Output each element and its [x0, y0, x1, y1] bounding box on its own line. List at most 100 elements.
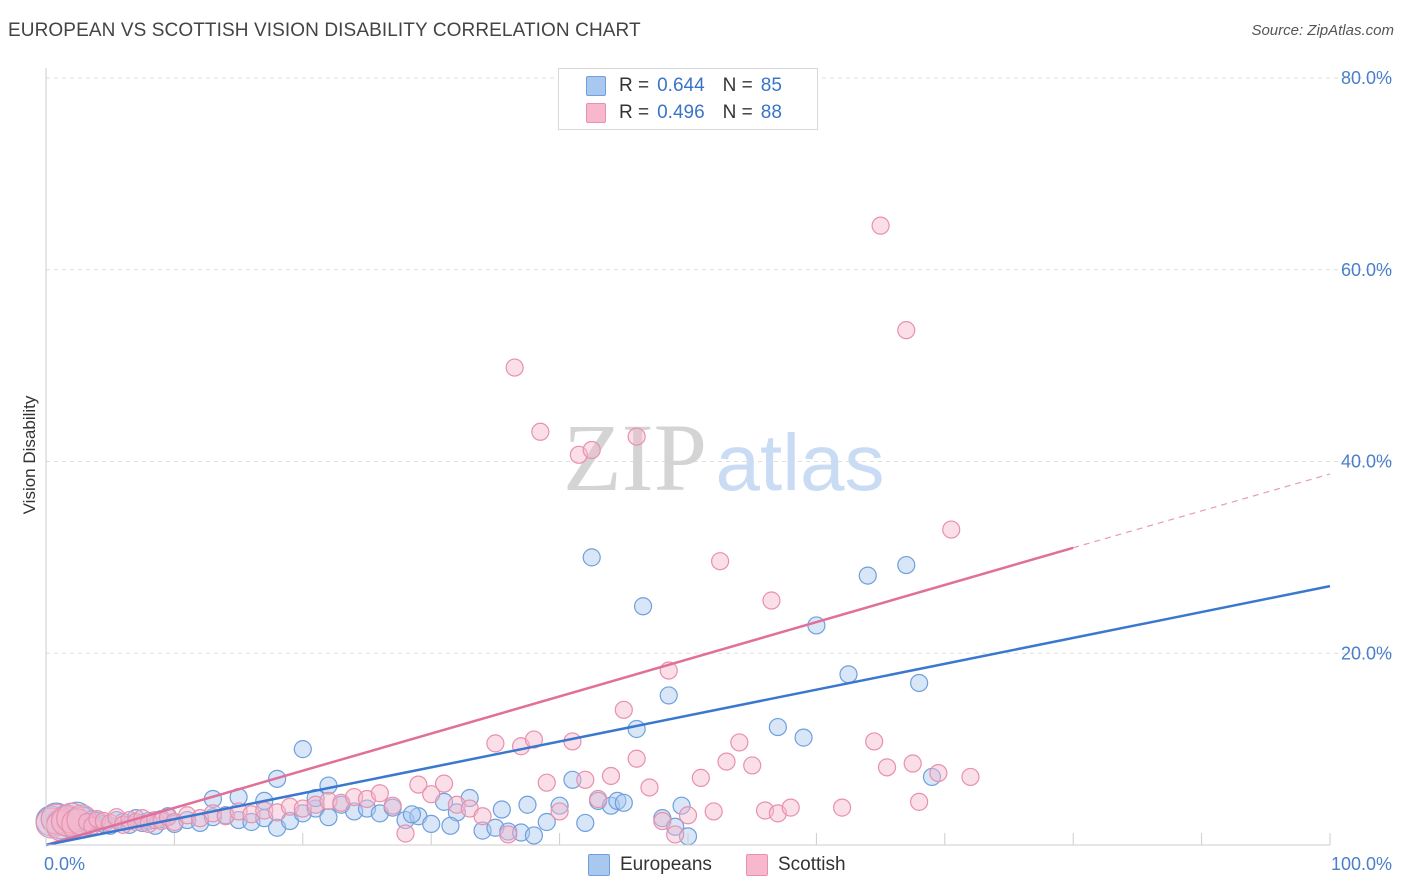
europeans-point [319, 808, 338, 827]
scottish-point [396, 824, 415, 843]
scottish-point [627, 749, 646, 768]
scottish-point [550, 802, 569, 821]
x-tick-label: 100.0% [1331, 854, 1392, 874]
scottish-point [524, 730, 544, 749]
bottom-legend-swatch-scottish [746, 854, 768, 876]
scottish-point [743, 756, 762, 775]
legend-r-value: 0.644 [657, 75, 705, 96]
legend-swatch-scottish [586, 103, 606, 123]
legend-row-scottish: R = 0.496 N = 88 [586, 100, 782, 126]
bottom-legend-label-scottish: Scottish [778, 854, 846, 875]
scottish-point [563, 732, 582, 751]
europeans-point [537, 812, 556, 832]
bottom-legend-swatch-europeans [588, 854, 610, 876]
scottish-point [499, 825, 518, 844]
bottom-legend-label-europeans: Europeans [620, 854, 712, 875]
scottish-point [717, 752, 736, 771]
source-label: Source: ZipAtlas.com [1251, 22, 1394, 39]
europeans-point [839, 665, 858, 684]
legend-n-value: 85 [760, 75, 782, 96]
scottish-point [383, 796, 402, 815]
series-europeans [35, 548, 942, 846]
scottish-point [576, 770, 595, 789]
scottish-point [422, 785, 441, 804]
scottish-point [589, 789, 608, 809]
scottish-point [710, 552, 730, 571]
scottish-point [653, 811, 672, 831]
scottish-point [409, 775, 428, 794]
scottish-point [505, 358, 524, 377]
watermark: ZIP atlas [563, 404, 884, 511]
scottish-point [678, 806, 698, 825]
y-tick-label: 60.0% [1341, 260, 1392, 280]
europeans-point [768, 717, 787, 737]
europeans-point [897, 555, 916, 575]
europeans-point [422, 814, 441, 834]
scottish-point [601, 766, 621, 786]
scottish-point [781, 798, 800, 817]
europeans-point [319, 776, 338, 795]
scottish-point [877, 758, 897, 777]
legend-swatch-europeans [586, 76, 606, 96]
scottish-point [865, 732, 884, 751]
scottish-trend-extension [1073, 473, 1331, 549]
legend-r-label: R = [619, 75, 650, 96]
scottish-point [473, 807, 492, 826]
legend-r-value: 0.496 [657, 102, 705, 123]
scottish-point [486, 734, 505, 753]
scottish-point [640, 778, 659, 797]
europeans-point [633, 597, 653, 616]
y-tick-label: 40.0% [1341, 452, 1392, 472]
watermark-atlas: atlas [716, 418, 885, 507]
axes: 20.0% 40.0% 60.0% 80.0% 0.0% 100.0% [44, 68, 1392, 874]
scottish-point [691, 768, 710, 787]
scottish-point [627, 427, 646, 446]
europeans-point [524, 826, 544, 845]
scottish-point [910, 792, 929, 811]
scottish-point [666, 825, 685, 844]
europeans-point [858, 566, 877, 585]
scottish-point [531, 422, 550, 441]
europeans-point [441, 816, 460, 835]
scottish-point [762, 591, 781, 610]
scottish-point [929, 763, 948, 783]
scottish-point [961, 767, 980, 787]
bottom-legend-scottish: Scottish [746, 852, 846, 878]
europeans-point [550, 796, 569, 815]
europeans-point [563, 770, 582, 789]
legend-n-label: N = [722, 75, 753, 96]
europeans-point [582, 548, 601, 567]
scottish-point [582, 440, 601, 460]
correlation-legend: R = 0.644 N = 85 R = 0.496 N = 88 [558, 68, 818, 130]
legend-row-europeans: R = 0.644 N = 85 [586, 73, 782, 99]
europeans-point [492, 800, 511, 819]
europeans-point [910, 673, 929, 693]
scottish-point [614, 700, 633, 719]
europeans-point [672, 796, 691, 815]
scottish-point [704, 802, 723, 821]
series-scottish [35, 216, 980, 844]
scottish-point [903, 754, 922, 773]
europeans-point [614, 793, 633, 812]
europeans-point [576, 813, 595, 833]
legend-n-value: 88 [760, 102, 782, 123]
europeans-point [794, 728, 813, 747]
scottish-point [942, 520, 961, 539]
legend-r-label: R = [619, 102, 650, 123]
scottish-trend-line [45, 546, 1074, 847]
y-tick-label: 80.0% [1341, 68, 1392, 88]
europeans-point [608, 791, 627, 810]
scottish-point [832, 798, 852, 817]
bottom-legend-europeans: Europeans [588, 852, 712, 878]
europeans-point [659, 686, 678, 705]
europeans-point [518, 795, 537, 814]
scottish-point [434, 774, 454, 793]
scottish-point [871, 216, 890, 235]
trend-lines [45, 473, 1331, 847]
scottish-point [897, 321, 916, 340]
europeans-point [627, 719, 646, 739]
scottish-point [370, 784, 389, 803]
chart-title: EUROPEAN VS SCOTTISH VISION DISABILITY C… [8, 20, 641, 41]
europeans-point [402, 805, 422, 824]
